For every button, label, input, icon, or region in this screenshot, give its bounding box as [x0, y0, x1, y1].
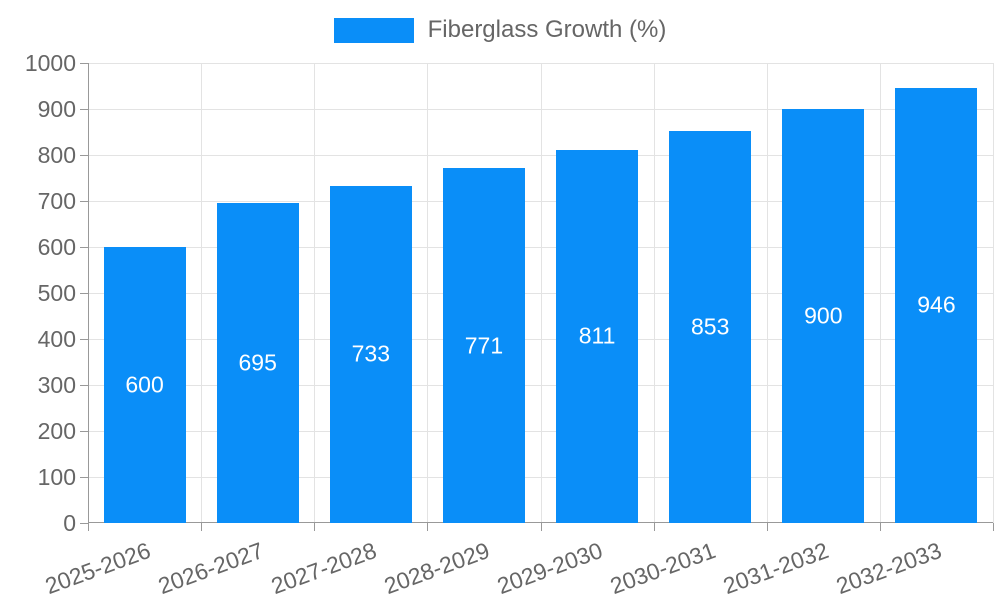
plot-area: 0 100 200 300 400 500 600 700 800 900 1000 600 695 73… — [25, 50, 994, 599]
y-axis-tick — [80, 477, 88, 478]
y-axis-tick — [80, 293, 88, 294]
bar: 771 — [442, 168, 525, 523]
y-axis-tick — [80, 201, 88, 202]
bar-value-label: 811 — [578, 322, 616, 349]
bar: 946 — [895, 87, 978, 523]
y-axis-tick — [80, 339, 88, 340]
bar-value-label: 900 — [804, 302, 843, 329]
gridline-v — [427, 63, 429, 523]
x-axis-tick — [201, 523, 203, 531]
y-tick-label: 900 — [37, 96, 76, 122]
bar: 853 — [669, 130, 752, 523]
y-tick-label: 800 — [37, 142, 76, 168]
x-axis-tick — [993, 523, 994, 531]
y-axis-tick — [80, 155, 88, 156]
y-tick-label: 700 — [37, 188, 76, 214]
gridline-v — [993, 63, 994, 523]
y-axis-tick — [80, 63, 88, 64]
gridline-v — [201, 63, 203, 523]
y-tick-label: 600 — [37, 234, 76, 260]
x-axis-tick — [766, 523, 768, 531]
gridline-v — [653, 63, 655, 523]
bar: 600 — [103, 247, 186, 523]
bar-value-label: 600 — [125, 371, 164, 398]
y-tick-label: 0 — [63, 510, 76, 536]
legend-label: Fiberglass Growth (%) — [427, 16, 667, 43]
y-tick-label: 400 — [37, 326, 76, 352]
y-tick-label: 500 — [37, 280, 76, 306]
y-axis-line — [88, 63, 89, 523]
y-axis-tick — [80, 385, 88, 386]
gridline-v — [540, 63, 542, 523]
gridline-v — [766, 63, 768, 523]
bar-value-label: 695 — [238, 349, 277, 376]
x-axis-tick — [88, 523, 89, 531]
x-axis-tick — [653, 523, 655, 531]
y-axis-tick — [80, 523, 88, 524]
bar-value-label: 733 — [351, 340, 390, 367]
y-axis-tick — [80, 431, 88, 432]
gridline-v — [879, 63, 881, 523]
x-axis-tick — [540, 523, 542, 531]
bar: 811 — [556, 149, 639, 523]
chart-legend: Fiberglass Growth (%) — [0, 16, 1000, 44]
x-axis-tick — [314, 523, 316, 531]
bar-value-label: 946 — [917, 291, 956, 318]
gridline-v — [314, 63, 316, 523]
y-axis-tick — [80, 109, 88, 110]
legend-item-fiberglass-growth[interactable]: Fiberglass Growth (%) — [333, 16, 667, 44]
bar: 733 — [329, 185, 412, 523]
x-axis-tick — [879, 523, 881, 531]
x-axis-tick — [427, 523, 429, 531]
y-axis-tick — [80, 247, 88, 248]
x-axis-line — [88, 522, 993, 523]
bar: 900 — [782, 109, 865, 523]
y-tick-label: 300 — [37, 372, 76, 398]
bar: 695 — [216, 203, 299, 523]
bar-value-label: 853 — [691, 313, 730, 340]
bar-value-label: 771 — [464, 332, 504, 359]
y-tick-label: 100 — [37, 464, 76, 490]
legend-swatch — [333, 17, 414, 43]
y-tick-label: 1000 — [24, 50, 76, 76]
y-tick-label: 200 — [37, 418, 76, 444]
